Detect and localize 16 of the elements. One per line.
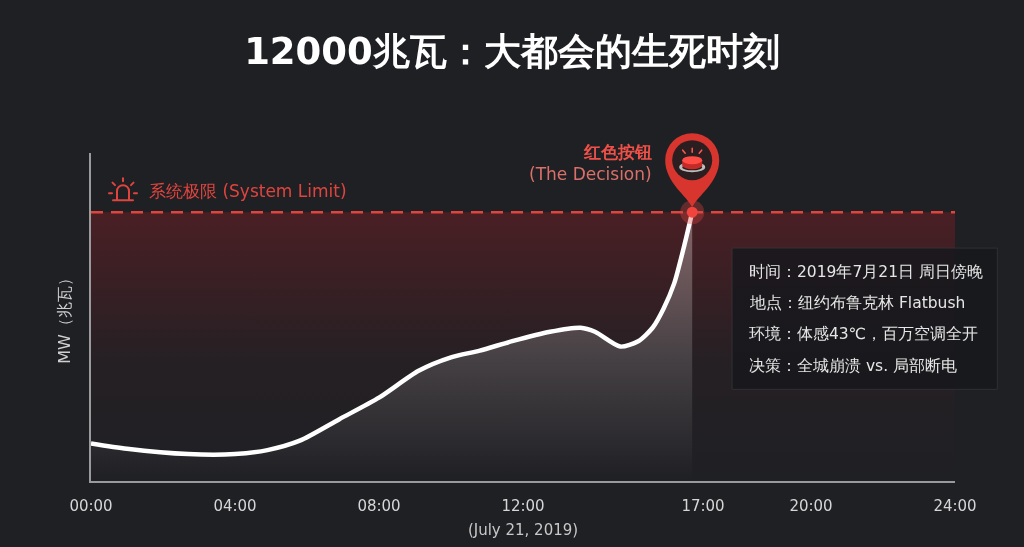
annotation: 环境：体感43℃，百万空调全开 (749, 325, 979, 343)
x-tick-label: 00:00 (69, 497, 113, 515)
y-axis-title: MW（兆瓦） (55, 270, 75, 364)
x-tick-label: 04:00 (213, 497, 257, 515)
annotation: 决策：全城崩溃 vs. 局部断电 (749, 357, 958, 375)
x-tick-label: 20:00 (789, 497, 833, 515)
x-tick-label: 17:00 (681, 497, 725, 515)
legend-label: 系统极限 (System Limit) (149, 181, 347, 201)
annotation: 地点：纽约布鲁克林 Flatbush (749, 294, 966, 312)
annotation: 时间：2019年7月21日 周日傍晚 (749, 263, 983, 281)
text: 红色按钮 (The Decision) (529, 142, 652, 185)
x-tick-label: 24:00 (933, 497, 977, 515)
x-tick-label: 08:00 (357, 497, 401, 515)
chart-title: 12000兆瓦：大都会的生死时刻 (244, 29, 780, 73)
x-tick-label: 12:00 (501, 497, 545, 515)
x-axis-title: (July 21, 2019) (467, 520, 579, 539)
